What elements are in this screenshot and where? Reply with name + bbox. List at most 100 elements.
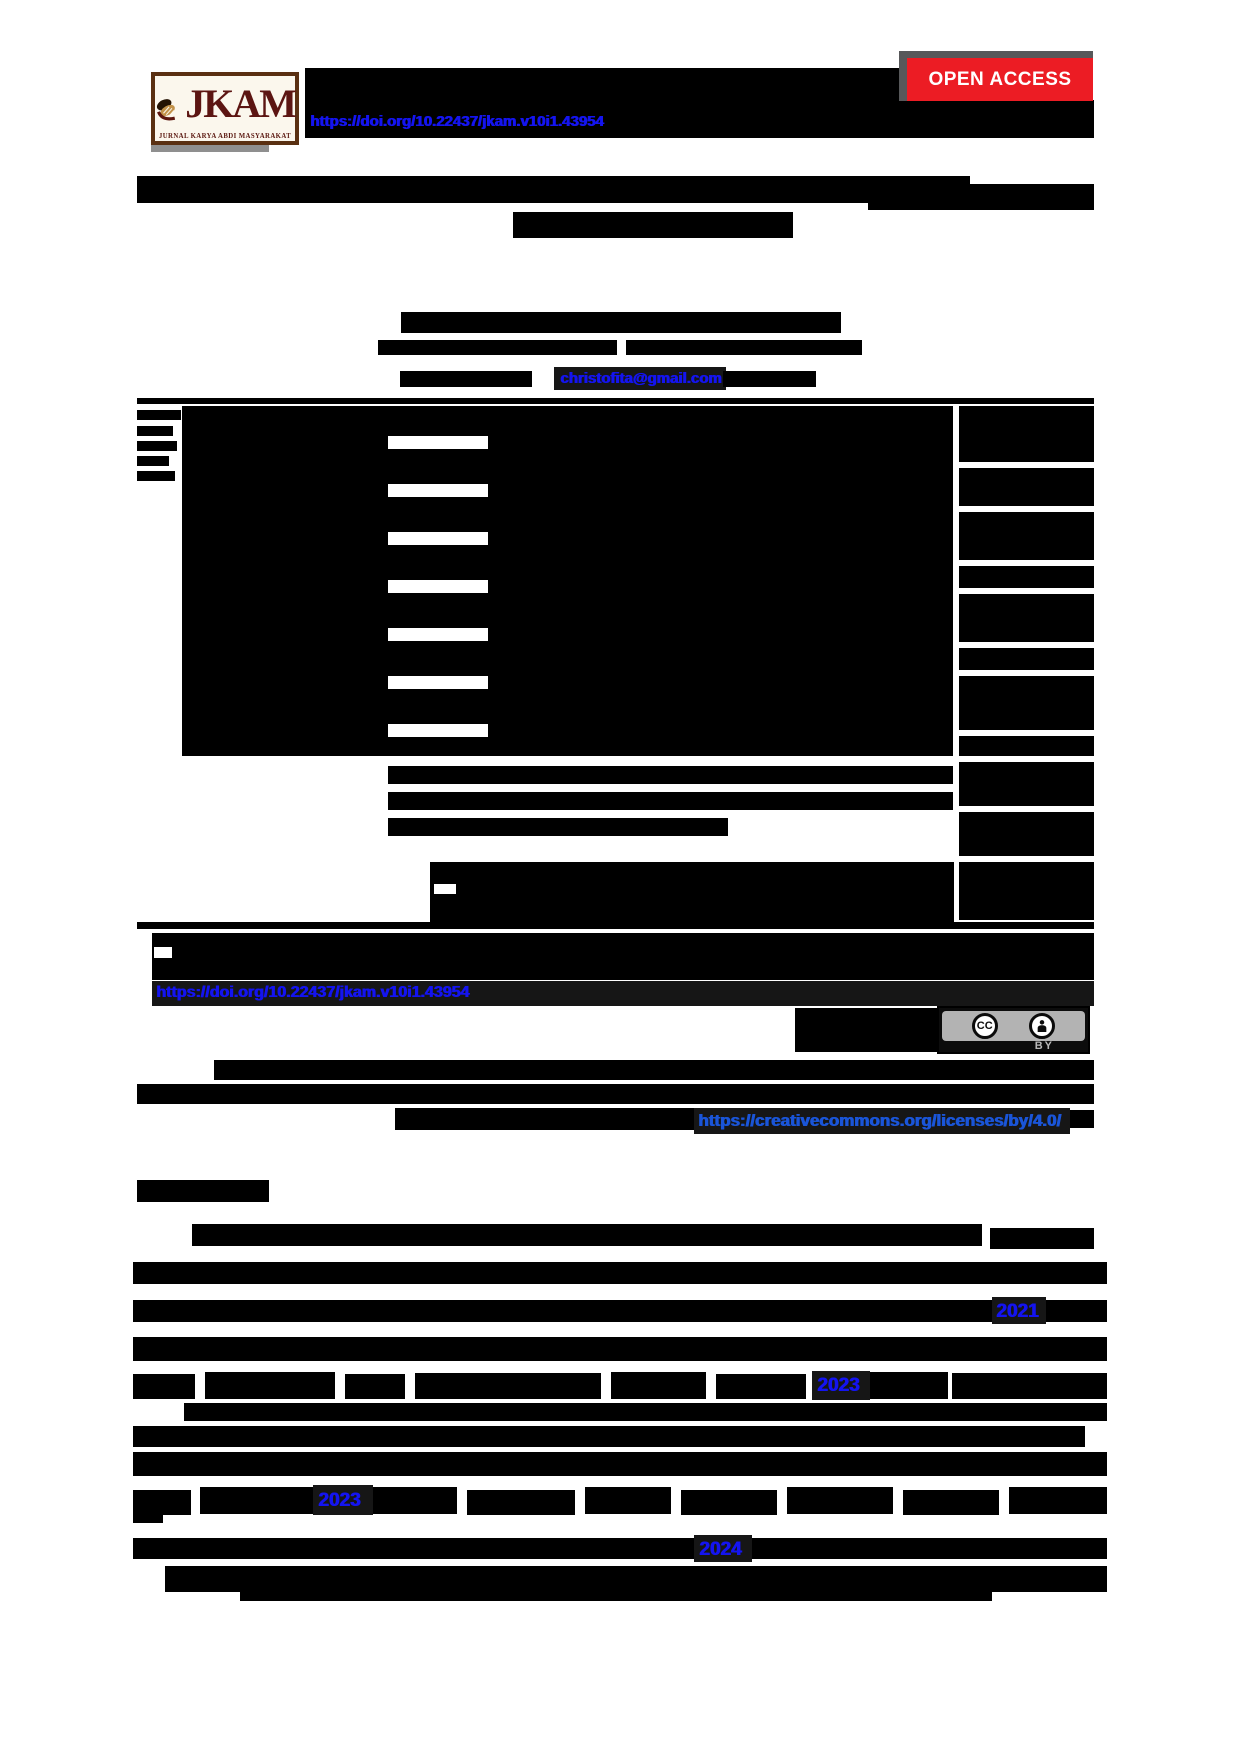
- redacted-license-bar: [395, 1108, 695, 1130]
- redacted-affiliation-bar: [378, 340, 617, 355]
- redacted-text-bar: [752, 1538, 1107, 1559]
- redacted-info-column: [959, 812, 1094, 856]
- license-url-link[interactable]: https://creativecommons.org/licenses/by/…: [698, 1111, 1061, 1130]
- citation-year-link[interactable]: 2023: [318, 1490, 361, 1511]
- horizontal-rule: [137, 922, 1094, 929]
- redacted-journal-title-bar: [305, 68, 906, 138]
- redacted-gap: [388, 484, 488, 497]
- cc-logo-icon: CC: [971, 1013, 998, 1039]
- cc-by-badge[interactable]: CC BY: [937, 1006, 1090, 1054]
- redacted-text-bar: [373, 1487, 457, 1514]
- redacted-text-bar: [388, 818, 728, 836]
- redacted-text-bar: [133, 1426, 1085, 1447]
- redacted-info-column: [959, 594, 1094, 642]
- logo-acronym: JKAM: [185, 80, 297, 126]
- redacted-text-bar: [165, 1566, 1107, 1592]
- redacted-article-title-bar: [868, 184, 1094, 210]
- redacted-correspondence-bar: [723, 371, 816, 387]
- attribution-person-icon: [1029, 1013, 1056, 1039]
- redacted-article-title-bar: [513, 212, 793, 238]
- redacted-text-bar: [200, 1487, 313, 1514]
- redacted-sidebar-label: [137, 410, 181, 420]
- doi-row-strip: [152, 981, 1094, 1006]
- redacted-license-bar: [1070, 1110, 1094, 1128]
- redacted-license-bar: [137, 1084, 1094, 1104]
- redacted-info-column: [959, 468, 1094, 506]
- redacted-text-bar: [388, 766, 953, 784]
- redacted-gap: [388, 436, 488, 449]
- logo-journal-name: JURNAL KARYA ABDI MASYARAKAT: [158, 133, 292, 140]
- redacted-text-bar: [903, 1490, 999, 1515]
- year-highlight-strip: [313, 1485, 373, 1515]
- redacted-info-column: [959, 676, 1094, 730]
- redacted-text-bar: [133, 1262, 1107, 1284]
- redacted-text-bar: [133, 1300, 994, 1322]
- redacted-info-column: [959, 566, 1094, 588]
- redacted-text-bar: [990, 1228, 1094, 1249]
- redacted-info-column: [959, 862, 1094, 920]
- redacted-text-bar: [681, 1490, 777, 1515]
- corresponding-email-link[interactable]: christofita@gmail.com: [560, 370, 722, 387]
- logo-shadow: [151, 145, 269, 152]
- redacted-correspondence-bar: [400, 371, 532, 387]
- redacted-info-column: [959, 736, 1094, 756]
- citation-year-link[interactable]: 2024: [699, 1539, 742, 1560]
- redacted-affiliation-bar: [626, 340, 862, 355]
- redacted-section-heading: [137, 1180, 269, 1202]
- redacted-sidebar-label: [137, 426, 173, 436]
- redacted-text-bar: [467, 1490, 575, 1515]
- redacted-info-column: [959, 406, 1094, 462]
- cc-by-badge-plate: CC: [942, 1011, 1085, 1041]
- redacted-gap: [388, 532, 488, 545]
- redacted-text-bar: [192, 1224, 982, 1246]
- handshake-icon: [156, 98, 176, 120]
- redacted-text-bar: [585, 1487, 671, 1514]
- redacted-text-bar: [388, 792, 953, 810]
- redacted-text-bar: [1009, 1487, 1107, 1514]
- redacted-sidebar-label: [137, 471, 175, 481]
- redacted-text-bar: [1046, 1300, 1107, 1322]
- redacted-gap: [154, 947, 172, 958]
- citation-year-link[interactable]: 2021: [996, 1301, 1039, 1322]
- redacted-info-column: [959, 512, 1094, 560]
- redacted-text-bar: [415, 1373, 601, 1399]
- redacted-article-title-bar: [137, 176, 970, 203]
- redacted-text-bar: [611, 1372, 706, 1399]
- license-link-strip: [694, 1108, 1070, 1134]
- open-access-badge: OPEN ACCESS: [899, 51, 1093, 101]
- redacted-journal-title-bar: [906, 100, 1094, 138]
- journal-logo: JKAM JURNAL KARYA ABDI MASYARAKAT: [151, 72, 299, 145]
- redacted-text-bar: [952, 1373, 1107, 1399]
- open-access-label: OPEN ACCESS: [928, 68, 1072, 90]
- redacted-license-bar: [795, 1008, 939, 1052]
- redacted-text-bar: [133, 1337, 1107, 1361]
- redacted-gap: [388, 724, 488, 737]
- redacted-gap: [388, 628, 488, 641]
- redacted-text-bar: [240, 1592, 992, 1601]
- redacted-text-bar: [133, 1512, 163, 1523]
- horizontal-rule: [137, 398, 1094, 404]
- year-highlight-strip: [812, 1371, 870, 1400]
- redacted-howtocite-block: [152, 933, 1094, 980]
- redacted-authors-bar: [401, 312, 841, 333]
- header-doi-link[interactable]: https://doi.org/10.22437/jkam.v10i1.4395…: [310, 113, 604, 130]
- year-highlight-strip: [992, 1297, 1046, 1324]
- redacted-license-bar: [214, 1060, 1094, 1080]
- redacted-citation-block: [430, 862, 954, 922]
- redacted-info-column: [959, 648, 1094, 670]
- redacted-text-bar: [133, 1490, 191, 1515]
- year-highlight-strip: [694, 1535, 752, 1562]
- cc-by-label: BY: [1034, 1040, 1054, 1052]
- article-doi-link[interactable]: https://doi.org/10.22437/jkam.v10i1.4395…: [156, 984, 470, 1001]
- email-highlight-strip: [554, 367, 726, 390]
- redacted-gap: [388, 676, 488, 689]
- redacted-sidebar-label: [137, 441, 177, 451]
- redacted-text-bar: [870, 1372, 948, 1399]
- redacted-text-bar: [205, 1372, 335, 1399]
- redacted-text-bar: [133, 1374, 195, 1399]
- citation-year-link[interactable]: 2023: [817, 1375, 860, 1396]
- redacted-text-bar: [184, 1403, 1107, 1421]
- redacted-sidebar-label: [137, 456, 169, 466]
- redacted-info-column: [959, 762, 1094, 806]
